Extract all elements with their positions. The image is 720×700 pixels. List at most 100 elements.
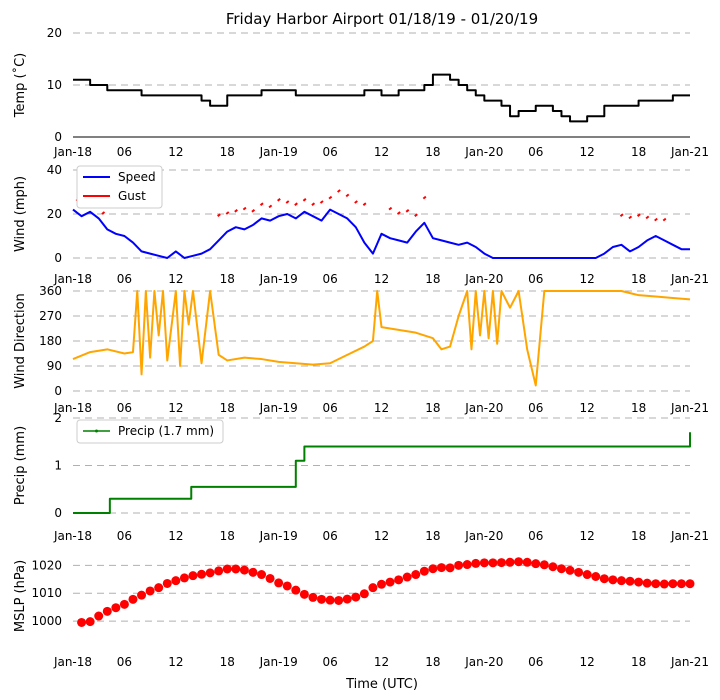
legend-box bbox=[76, 419, 224, 444]
y-tick-label-direction: 90 bbox=[47, 359, 62, 373]
gust-mark bbox=[294, 202, 298, 206]
x-tick-label-precip: Jan-21 bbox=[670, 529, 709, 543]
x-tick-label-mslp: 18 bbox=[220, 655, 235, 669]
mslp-point bbox=[608, 575, 618, 585]
mslp-point bbox=[377, 579, 386, 589]
y-tick-label-temp: 20 bbox=[47, 26, 62, 40]
x-tick-label-wind: 06 bbox=[528, 272, 543, 286]
mslp-point bbox=[445, 563, 455, 573]
x-tick-label-temp: 12 bbox=[580, 145, 595, 159]
x-tick-label-wind: 12 bbox=[374, 272, 389, 286]
mslp-point bbox=[205, 568, 215, 578]
mslp-point bbox=[651, 579, 661, 589]
y-tick-label-wind: 20 bbox=[47, 207, 62, 221]
panel-mslp: 1000 1010 1020 Jan-18 06 12 18 Jan-19 06 12 18 Jan-… bbox=[13, 557, 709, 669]
gust-mark bbox=[277, 198, 281, 202]
precip-legend: Precip (1.7 mm) bbox=[76, 419, 224, 444]
y-axis-label-direction: Wind Direction bbox=[13, 293, 28, 389]
y-axis-label-wind: Wind (mph) bbox=[13, 176, 28, 252]
x-tick-label-direction: 12 bbox=[580, 401, 595, 415]
mslp-point bbox=[239, 565, 249, 575]
gust-mark bbox=[388, 206, 393, 211]
x-tick-label-temp: 12 bbox=[374, 145, 389, 159]
x-tick-label-temp: 12 bbox=[168, 145, 183, 159]
mslp-point bbox=[548, 562, 558, 572]
mslp-point bbox=[197, 569, 207, 579]
x-tick-label-temp: 18 bbox=[220, 145, 235, 159]
mslp-point bbox=[282, 581, 292, 591]
x-tick-label-mslp: 06 bbox=[322, 655, 337, 669]
mslp-point bbox=[539, 560, 549, 570]
mslp-point bbox=[574, 567, 584, 577]
y-tick-label-temp: 0 bbox=[54, 130, 62, 144]
mslp-point bbox=[419, 566, 429, 576]
mslp-point bbox=[479, 558, 489, 568]
mslp-point bbox=[274, 578, 284, 588]
y-axis-label-mslp: MSLP (hPa) bbox=[13, 560, 28, 632]
x-tick-label-wind: Jan-18 bbox=[53, 272, 92, 286]
x-tick-label-mslp: 18 bbox=[425, 655, 440, 669]
mslp-point bbox=[334, 595, 344, 605]
gust-mark bbox=[311, 202, 316, 206]
gust-mark bbox=[285, 200, 290, 204]
x-tick-label-precip: Jan-19 bbox=[259, 529, 298, 543]
x-tick-label-mslp: Jan-21 bbox=[670, 655, 709, 669]
mslp-point bbox=[496, 558, 506, 568]
gust-mark bbox=[328, 195, 333, 200]
gust-mark bbox=[217, 213, 221, 217]
x-tick-label-temp: 06 bbox=[322, 145, 337, 159]
mslp-point bbox=[299, 589, 309, 599]
gust-mark bbox=[397, 211, 401, 215]
mslp-point bbox=[359, 589, 369, 599]
mslp-point bbox=[265, 573, 275, 583]
x-tick-label-precip: 06 bbox=[528, 529, 543, 543]
x-tick-label-precip: 18 bbox=[220, 529, 235, 543]
panel-temp: 0 10 20 Jan-18 06 12 18 Jan-19 06 12 18 Jan-20 06 12 1… bbox=[12, 26, 709, 159]
x-tick-label-temp: 18 bbox=[631, 145, 646, 159]
mslp-point bbox=[685, 579, 695, 589]
y-tick-label-mslp: 1000 bbox=[31, 614, 62, 628]
legend-marker bbox=[95, 429, 98, 433]
mslp-point bbox=[231, 564, 241, 574]
mslp-point bbox=[454, 560, 464, 570]
x-tick-label-wind: 18 bbox=[425, 272, 440, 286]
x-tick-label-temp: Jan-21 bbox=[670, 145, 709, 159]
mslp-point bbox=[291, 585, 301, 595]
gust-mark bbox=[251, 209, 256, 213]
gust-mark bbox=[619, 213, 624, 217]
x-tick-label-precip: Jan-18 bbox=[53, 529, 92, 543]
mslp-point bbox=[385, 577, 395, 587]
series-line-precip-0 bbox=[73, 432, 691, 514]
x-tick-label-precip: 18 bbox=[425, 529, 440, 543]
x-tick-label-mslp: Jan-19 bbox=[259, 655, 298, 669]
x-tick-label-temp: Jan-20 bbox=[464, 145, 503, 159]
x-tick-label-wind: Jan-20 bbox=[464, 272, 503, 286]
x-tick-label-mslp: Jan-20 bbox=[464, 655, 503, 669]
mslp-point bbox=[94, 611, 104, 621]
mslp-point bbox=[222, 564, 232, 574]
x-tick-label-precip: 06 bbox=[117, 529, 132, 543]
mslp-point bbox=[634, 577, 644, 587]
gust-mark bbox=[101, 211, 106, 215]
y-tick-label-temp: 10 bbox=[47, 78, 62, 92]
gust-mark bbox=[268, 204, 273, 209]
gust-mark bbox=[225, 211, 230, 215]
x-tick-label-direction: 12 bbox=[168, 401, 183, 415]
y-tick-label-precip: 0 bbox=[54, 506, 62, 520]
x-tick-label-direction: 18 bbox=[220, 401, 235, 415]
chart-title: Friday Harbor Airport 01/18/19 - 01/20/1… bbox=[226, 10, 538, 28]
mslp-point bbox=[565, 565, 575, 575]
mslp-point bbox=[111, 603, 121, 613]
x-tick-label-mslp: 12 bbox=[580, 655, 595, 669]
x-tick-label-temp: Jan-18 bbox=[53, 145, 92, 159]
x-tick-label-wind: 12 bbox=[580, 272, 595, 286]
x-tick-label-direction: 18 bbox=[631, 401, 646, 415]
y-tick-label-mslp: 1010 bbox=[31, 586, 62, 600]
gust-mark bbox=[362, 202, 367, 206]
x-tick-label-direction: Jan-21 bbox=[670, 401, 709, 415]
mslp-point bbox=[342, 594, 352, 604]
gust-mark bbox=[422, 195, 427, 200]
x-tick-label-mslp: 12 bbox=[168, 655, 183, 669]
legend-label: Speed bbox=[118, 170, 156, 184]
x-tick-label-temp: 06 bbox=[528, 145, 543, 159]
